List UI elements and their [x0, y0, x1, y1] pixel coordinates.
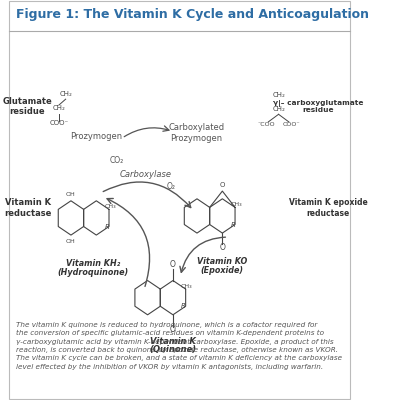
Text: (Quinone): (Quinone): [150, 346, 196, 354]
Text: CO₂: CO₂: [110, 156, 124, 165]
Text: O: O: [170, 260, 176, 269]
Text: Vitamin KO: Vitamin KO: [197, 257, 248, 266]
Text: R: R: [181, 303, 186, 309]
Text: OH: OH: [66, 192, 76, 197]
Text: Vitamin KH₂: Vitamin KH₂: [66, 259, 120, 268]
Text: O: O: [220, 243, 225, 252]
Text: COO⁻: COO⁻: [283, 122, 300, 127]
Text: ⁻COO: ⁻COO: [258, 122, 276, 127]
Text: Figure 1: The Vitamin K Cycle and Anticoagulation: Figure 1: The Vitamin K Cycle and Antico…: [16, 8, 369, 21]
Text: Vitamin K epoxide
reductase: Vitamin K epoxide reductase: [288, 198, 367, 218]
Text: Vitamin K
reductase: Vitamin K reductase: [4, 198, 52, 218]
Text: O: O: [170, 326, 176, 334]
Text: CH₂: CH₂: [272, 106, 285, 112]
Text: Carboxylase: Carboxylase: [120, 170, 172, 178]
Text: Prozymogen: Prozymogen: [70, 132, 122, 141]
Text: COO⁻: COO⁻: [49, 120, 68, 126]
Text: Glutamate
residue: Glutamate residue: [2, 97, 52, 116]
Text: The vitamin K quinone is reduced to hydroquinone, which is a cofactor required f: The vitamin K quinone is reduced to hydr…: [16, 322, 342, 370]
Text: CH₂: CH₂: [272, 92, 285, 98]
Text: CH₃: CH₃: [181, 284, 193, 289]
Text: (Epoxide): (Epoxide): [201, 266, 244, 275]
Text: O: O: [220, 182, 225, 188]
Text: OH: OH: [66, 238, 76, 244]
Text: R: R: [104, 224, 109, 230]
Text: CH₂: CH₂: [59, 91, 72, 97]
Text: CH₃: CH₃: [230, 202, 242, 207]
Text: Vitamin K: Vitamin K: [150, 337, 196, 346]
Text: Carboxylated
Prozymogen: Carboxylated Prozymogen: [168, 123, 224, 143]
Text: CH₂: CH₂: [52, 105, 65, 111]
Text: (Hydroquinone): (Hydroquinone): [57, 268, 128, 277]
Text: R: R: [230, 222, 235, 228]
Text: O₂: O₂: [167, 182, 176, 190]
Text: CH₃: CH₃: [104, 204, 116, 209]
Text: γ – carboxyglutamate
residue: γ – carboxyglutamate residue: [272, 100, 363, 113]
